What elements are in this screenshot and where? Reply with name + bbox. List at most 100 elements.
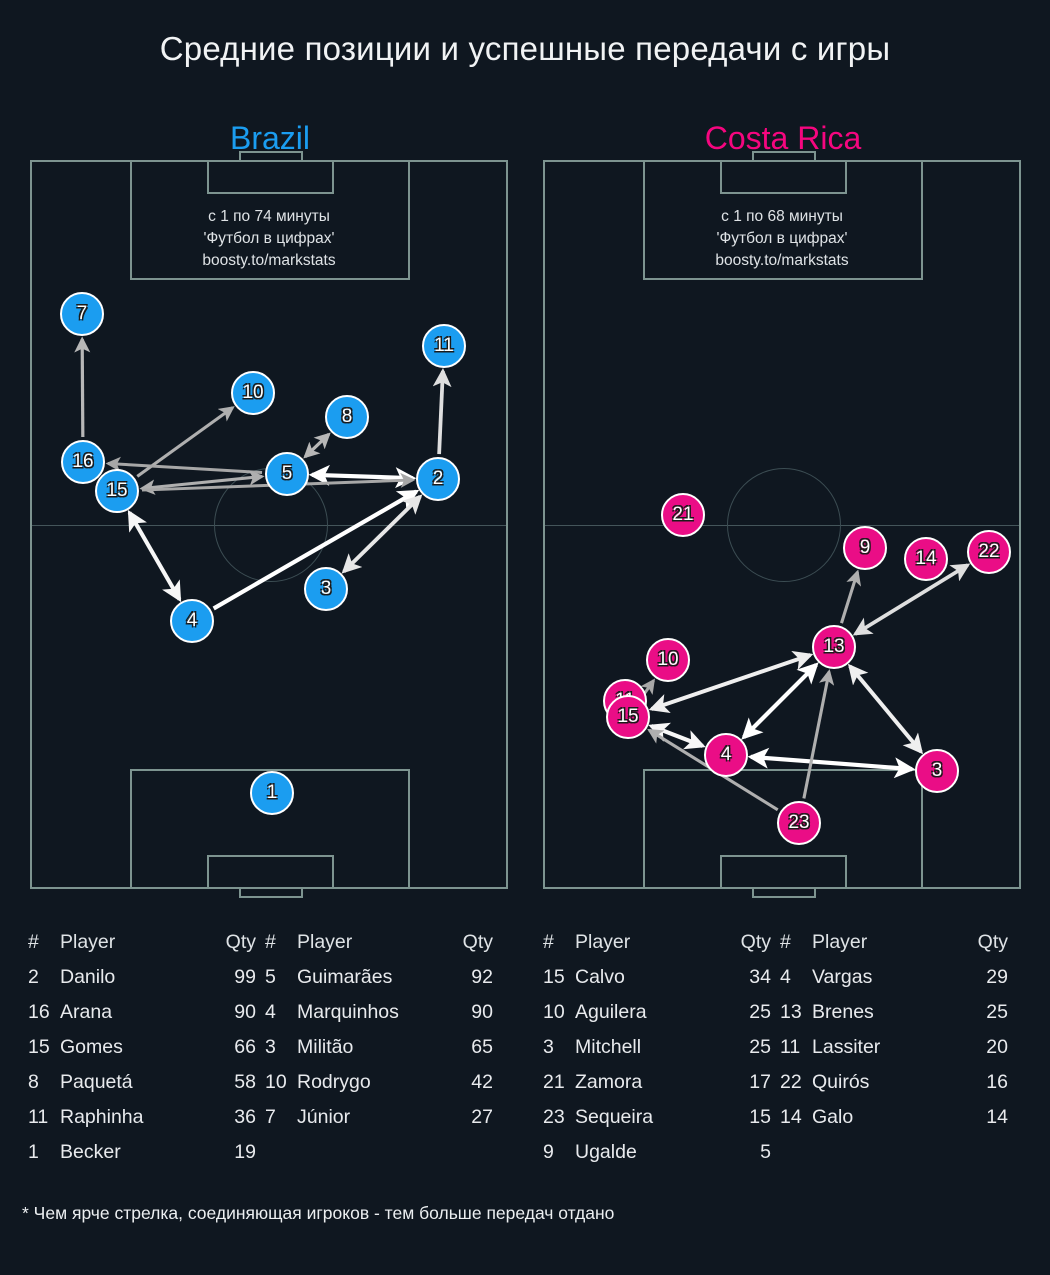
player-node-5[interactable]: 5	[265, 452, 309, 496]
player-node-4[interactable]: 4	[704, 733, 748, 777]
player-node-8[interactable]: 8	[325, 395, 369, 439]
cell-qty: 99	[234, 966, 256, 988]
cell-player: Aguilera	[575, 1001, 647, 1023]
table-header-row: # Player Qty	[265, 925, 493, 960]
cell-player: Guimarães	[297, 966, 393, 988]
cell-number: 13	[780, 1001, 802, 1023]
pitch-brazil: с 1 по 74 минуты 'Футбол в цифрах' boost…	[30, 151, 508, 898]
cell-qty: 29	[986, 966, 1008, 988]
cell-number: 7	[265, 1106, 276, 1128]
cell-qty: 15	[749, 1106, 771, 1128]
cell-qty: 25	[986, 1001, 1008, 1023]
goal-top	[752, 151, 816, 160]
table-row: 13 Brenes 25	[780, 995, 1008, 1030]
cell-number: 21	[543, 1071, 565, 1093]
player-node-4[interactable]: 4	[170, 599, 214, 643]
player-node-number: 8	[341, 406, 353, 427]
player-node-2[interactable]: 2	[416, 457, 460, 501]
cell-player: Player	[297, 931, 353, 953]
player-node-15[interactable]: 15	[95, 469, 139, 513]
player-node-number: 14	[915, 548, 937, 569]
cell-qty: 14	[986, 1106, 1008, 1128]
table-header-row: # Player Qty	[28, 925, 256, 960]
table-row: 3 Militão 65	[265, 1030, 493, 1065]
table-row: 7 Júnior 27	[265, 1100, 493, 1135]
cell-qty: 27	[471, 1106, 493, 1128]
player-node-14[interactable]: 14	[904, 537, 948, 581]
note-line-3: boosty.to/markstats	[202, 252, 336, 269]
cell-number: 4	[780, 966, 791, 988]
cell-player: Vargas	[812, 966, 873, 988]
penalty-box-top	[643, 160, 923, 280]
note-line-3: boosty.to/markstats	[715, 252, 849, 269]
cell-qty: 90	[234, 1001, 256, 1023]
player-node-number: 4	[186, 610, 198, 631]
goal-bottom	[752, 889, 816, 898]
cell-number: #	[780, 931, 791, 953]
cell-number: 23	[543, 1106, 565, 1128]
table-row: 2 Danilo 99	[28, 960, 256, 995]
table-row: 8 Paquetá 58	[28, 1065, 256, 1100]
note-line-1: с 1 по 68 минуты	[721, 208, 843, 225]
cell-qty: 19	[234, 1141, 256, 1163]
note-line-2: 'Футбол в цифрах'	[203, 230, 335, 247]
table-header-row: # Player Qty	[780, 925, 1008, 960]
pitch-note-brazil: с 1 по 74 минуты 'Футбол в цифрах' boost…	[32, 206, 506, 272]
player-node-number: 3	[320, 578, 332, 599]
goal-bottom	[239, 889, 303, 898]
cell-number: 9	[543, 1141, 554, 1163]
team-name-costarica: Costa Rica	[704, 120, 862, 156]
player-node-1[interactable]: 1	[250, 771, 294, 815]
table-row: 11 Lassiter 20	[780, 1030, 1008, 1065]
player-node-number: 10	[657, 649, 679, 670]
player-node-number: 23	[788, 812, 810, 833]
cell-qty: 25	[749, 1001, 771, 1023]
player-node-23[interactable]: 23	[777, 801, 821, 845]
cell-player: Calvo	[575, 966, 625, 988]
player-tables: # Player Qty 2 Danilo 99 16 Arana 90 15 Gomes 66 8 Pa…	[0, 925, 1050, 1175]
footnote: * Чем ярче стрелка, соединяющая игроков …	[22, 1203, 615, 1223]
cell-player: Júnior	[297, 1106, 351, 1128]
player-node-11[interactable]: 11	[422, 324, 466, 368]
cell-number: #	[265, 931, 276, 953]
table-row: 5 Guimarães 92	[265, 960, 493, 995]
player-node-16[interactable]: 16	[61, 440, 105, 484]
cell-player: Player	[812, 931, 868, 953]
cell-number: 22	[780, 1071, 802, 1093]
cell-player: Paquetá	[60, 1071, 133, 1093]
player-node-number: 15	[106, 480, 128, 501]
table-row: 15 Calvo 34	[543, 960, 771, 995]
cell-player: Raphinha	[60, 1106, 144, 1128]
cell-player: Galo	[812, 1106, 854, 1128]
table-row: 1 Becker 19	[28, 1135, 256, 1170]
cell-number: 15	[28, 1036, 50, 1058]
player-node-13[interactable]: 13	[812, 625, 856, 669]
player-node-3[interactable]: 3	[915, 749, 959, 793]
player-node-15[interactable]: 15	[606, 695, 650, 739]
cell-player: Zamora	[575, 1071, 643, 1093]
player-node-number: 22	[978, 541, 1000, 562]
cell-qty: Qty	[225, 931, 256, 953]
cell-player: Mitchell	[575, 1036, 642, 1058]
player-node-3[interactable]: 3	[304, 567, 348, 611]
cell-number: 15	[543, 966, 565, 988]
goal-area-top	[207, 160, 334, 194]
player-node-10[interactable]: 10	[231, 371, 275, 415]
center-circle	[727, 468, 841, 582]
player-node-22[interactable]: 22	[967, 530, 1011, 574]
player-node-number: 10	[242, 382, 264, 403]
cell-number: 10	[543, 1001, 565, 1023]
cell-qty: 42	[471, 1071, 493, 1093]
cell-player: Becker	[60, 1141, 121, 1163]
player-node-7[interactable]: 7	[60, 292, 104, 336]
table-row: 10 Aguilera 25	[543, 995, 771, 1030]
table-row: 10 Rodrygo 42	[265, 1065, 493, 1100]
table-brazil-2: # Player Qty 5 Guimarães 92 4 Marquinhos 90 3 Mili…	[265, 925, 493, 1135]
player-node-9[interactable]: 9	[843, 526, 887, 570]
note-line-1: с 1 по 74 минуты	[208, 208, 330, 225]
cell-qty: 34	[749, 966, 771, 988]
player-node-10[interactable]: 10	[646, 638, 690, 682]
cell-number: 3	[265, 1036, 276, 1058]
cell-player: Arana	[60, 1001, 113, 1023]
player-node-21[interactable]: 21	[661, 493, 705, 537]
